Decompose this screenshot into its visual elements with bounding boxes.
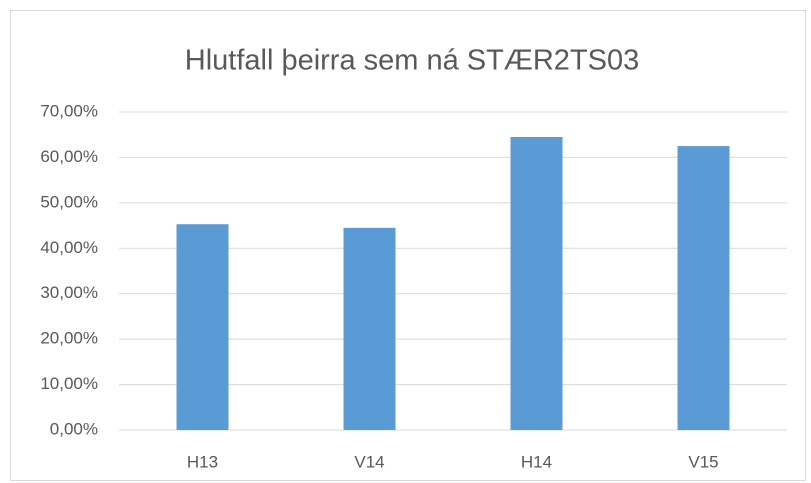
y-tick-label: 50,00% <box>40 192 98 211</box>
y-tick-label: 20,00% <box>40 329 98 348</box>
bar <box>343 227 396 430</box>
y-tick-label: 40,00% <box>40 238 98 257</box>
y-tick-label: 70,00% <box>40 101 98 120</box>
bar <box>176 224 229 430</box>
y-tick-label: 10,00% <box>40 374 98 393</box>
x-tick-label: H13 <box>187 452 218 471</box>
x-tick-label: H14 <box>521 452 552 471</box>
y-tick-label: 0,00% <box>50 419 98 438</box>
chart-border <box>10 10 806 481</box>
chart-title: Hlutfall þeirra sem ná STÆR2TS03 <box>185 45 640 77</box>
y-tick-label: 30,00% <box>40 283 98 302</box>
bar <box>677 146 730 431</box>
y-tick-label: 60,00% <box>40 147 98 166</box>
bar <box>510 136 563 430</box>
x-tick-label: V14 <box>354 452 384 471</box>
x-tick-label: V15 <box>688 452 718 471</box>
